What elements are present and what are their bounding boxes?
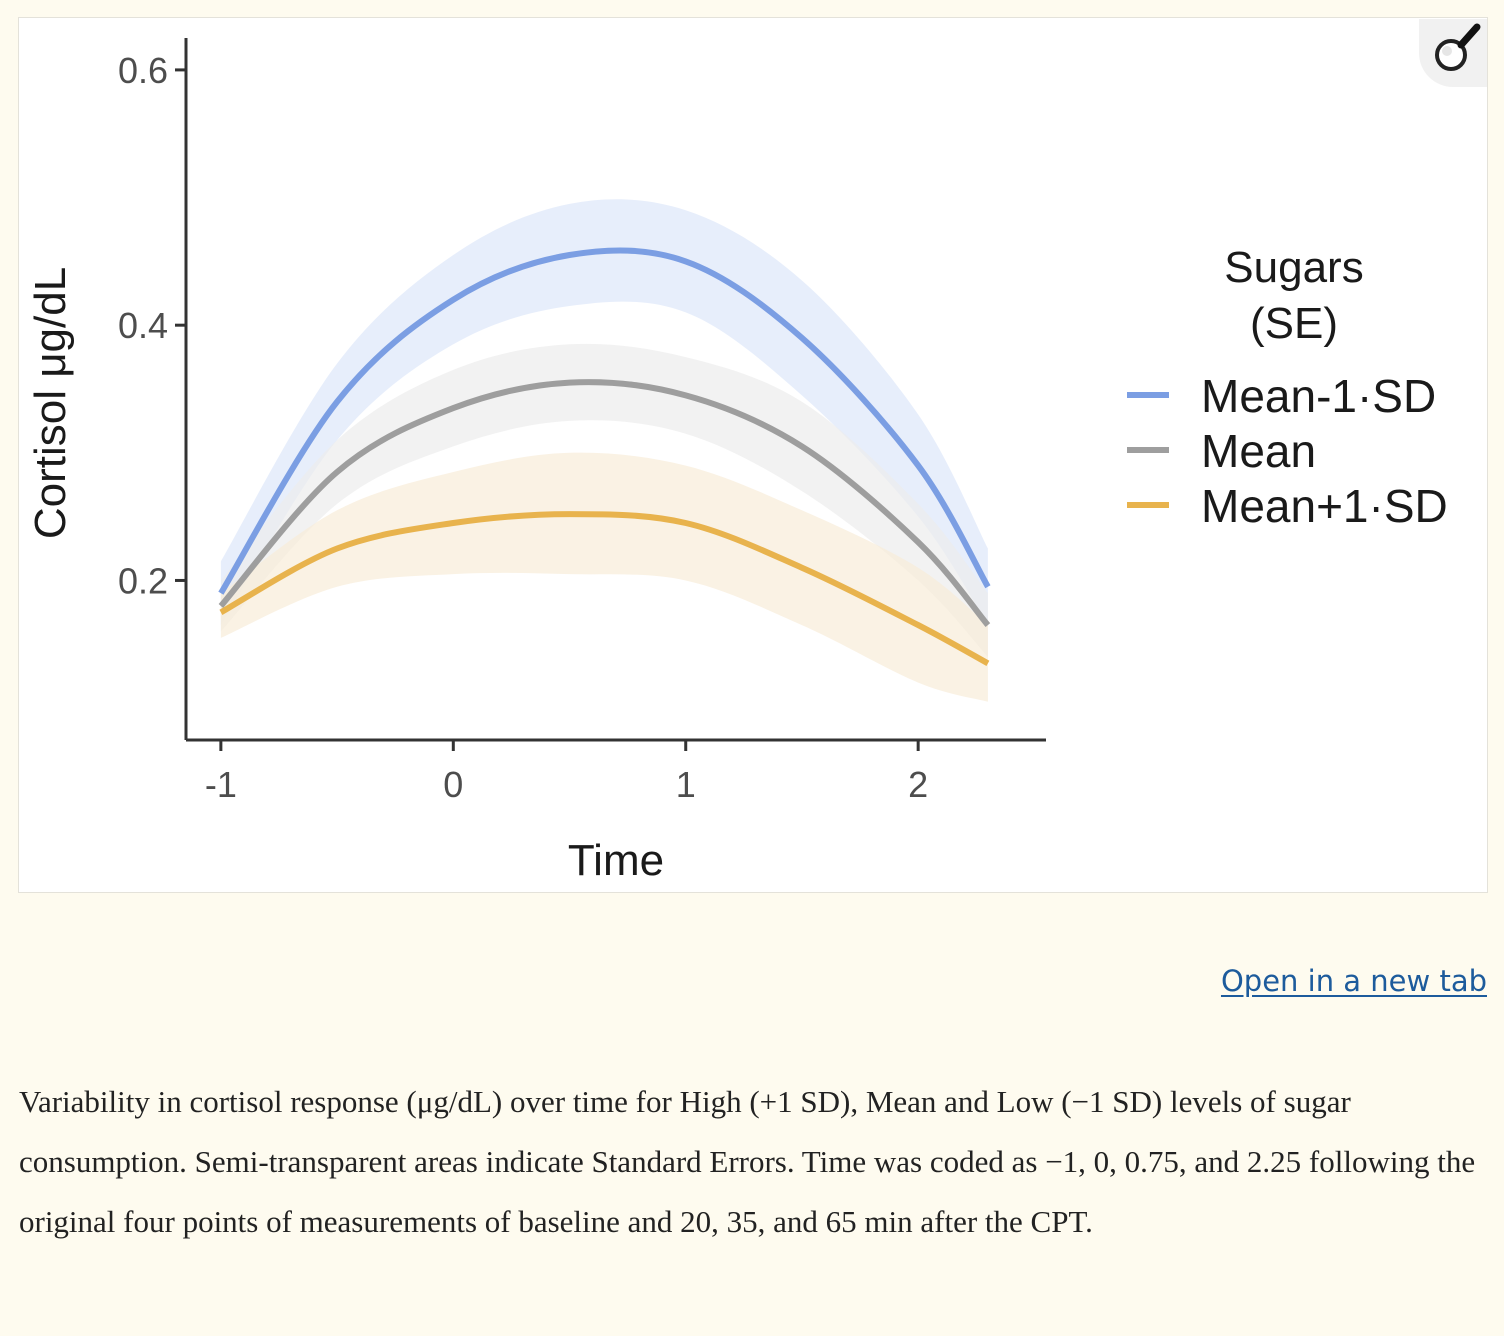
series-lines xyxy=(218,247,991,667)
zoom-button[interactable] xyxy=(1419,19,1487,87)
y-tick-label: 0.4 xyxy=(118,305,168,346)
x-tick-label: -1 xyxy=(205,764,237,805)
se-band-0 xyxy=(220,199,988,626)
axes xyxy=(184,38,1046,742)
se-bands xyxy=(220,199,988,702)
legend-title-line2: (SE) xyxy=(1250,299,1338,348)
x-axis-title: Time xyxy=(568,836,664,885)
series-line-2 xyxy=(219,511,990,667)
x-tick-label: 2 xyxy=(908,764,928,805)
y-axis-title: Cortisol μg/dL xyxy=(26,267,75,539)
se-band-2 xyxy=(220,452,988,702)
legend-label-1: Mean xyxy=(1201,425,1316,477)
open-in-new-tab-link[interactable]: Open in a new tab xyxy=(1220,964,1487,998)
legend-label-2: Mean+1·SD xyxy=(1201,480,1448,532)
x-tick-label: 0 xyxy=(443,764,463,805)
y-tick-label: 0.2 xyxy=(118,560,168,601)
figure-panel: 0.2 0.4 0.6 -1 0 1 2 Time Cortisol μg/dL Suga… xyxy=(18,17,1488,893)
legend-title-line1: Sugars xyxy=(1224,243,1363,292)
figure-caption: Variability in cortisol response (μg/dL)… xyxy=(19,1084,1476,1239)
x-tick-label: 1 xyxy=(676,764,696,805)
legend-label-0: Mean-1·SD xyxy=(1201,370,1436,422)
cortisol-chart: 0.2 0.4 0.6 -1 0 1 2 Time Cortisol μg/dL Suga… xyxy=(26,38,1448,885)
x-ticks: -1 0 1 2 xyxy=(205,740,928,805)
magnifier-icon xyxy=(1435,23,1481,71)
y-tick-label: 0.6 xyxy=(118,50,168,91)
series-line-0 xyxy=(218,247,991,595)
y-ticks: 0.2 0.4 0.6 xyxy=(118,50,186,601)
series-line-1 xyxy=(218,379,991,628)
